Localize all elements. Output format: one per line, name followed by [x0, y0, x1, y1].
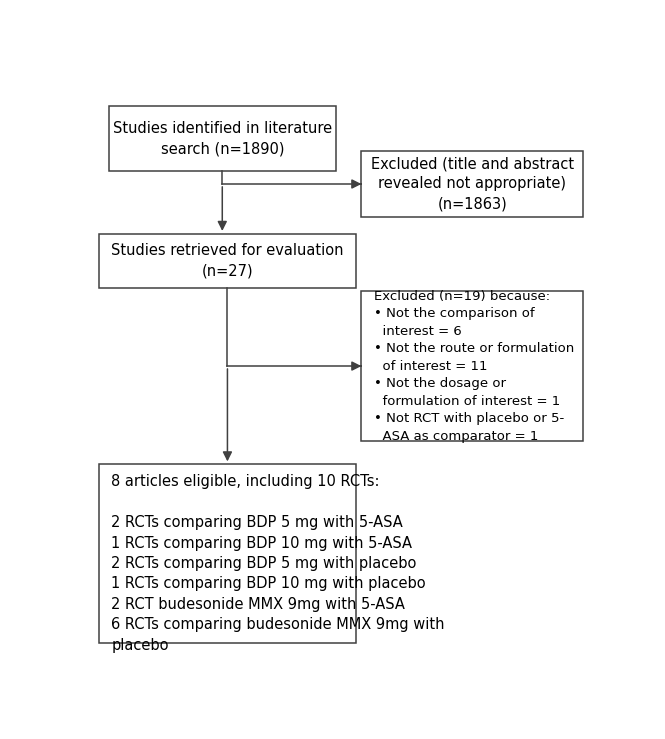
FancyBboxPatch shape: [362, 151, 583, 217]
Text: Studies identified in literature
search (n=1890): Studies identified in literature search …: [112, 120, 332, 156]
Text: Excluded (title and abstract
revealed not appropriate)
(n=1863): Excluded (title and abstract revealed no…: [370, 156, 574, 212]
Text: 8 articles eligible, including 10 RCTs:

2 RCTs comparing BDP 5 mg with 5-ASA
1 : 8 articles eligible, including 10 RCTs: …: [112, 474, 445, 653]
FancyBboxPatch shape: [109, 106, 336, 171]
FancyBboxPatch shape: [98, 234, 356, 287]
FancyBboxPatch shape: [98, 464, 356, 644]
Text: Excluded (n=19) because:
• Not the comparison of
  interest = 6
• Not the route : Excluded (n=19) because: • Not the compa…: [374, 290, 575, 443]
Text: Studies retrieved for evaluation
(n=27): Studies retrieved for evaluation (n=27): [111, 243, 344, 279]
FancyBboxPatch shape: [362, 290, 583, 441]
